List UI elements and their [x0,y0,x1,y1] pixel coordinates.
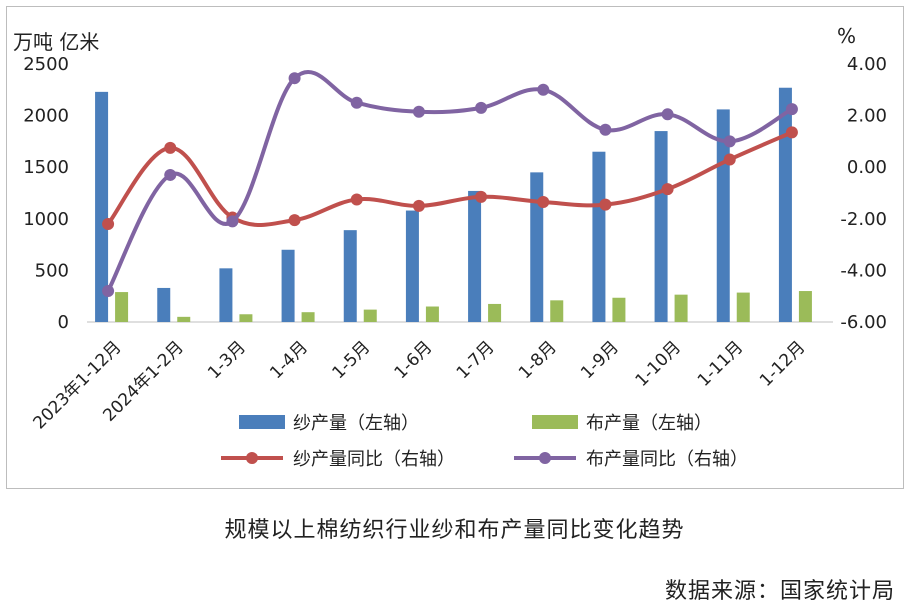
left-tick-label: 1500 [23,157,69,178]
x-tick-label: 1-5月 [328,337,374,383]
yarn-yoy-point [475,190,488,203]
yarn-bar [530,172,544,322]
yarn-bar [778,87,792,323]
yarn-yoy-point [288,214,301,227]
cloth-yoy-point [599,123,612,136]
right-axis-unit: % [837,24,856,48]
legend-cloth-output-swatch [532,415,578,429]
yarn-bar [281,249,295,322]
legend-yarn-output-label: 纱产量（左轴） [293,413,419,434]
cloth-bar [550,300,564,322]
chart-title: 规模以上棉纺织行业纱和布产量同比变化趋势 [224,518,685,543]
left-axis-unit: 万吨 亿米 [13,30,99,54]
cloth-yoy-point [350,96,363,109]
cloth-yoy-point [723,135,736,148]
legend-layer: 纱产量（左轴） 布产量（左轴） 纱产量同比（右轴） 布产量同比（右轴） [221,413,748,470]
yarn-yoy-point [785,126,798,139]
legend-cloth-yoy-marker [539,452,551,464]
cloth-yoy-point [661,108,674,121]
legend-cloth-yoy-label: 布产量同比（右轴） [586,449,748,470]
right-tick-label: -4.00 [840,260,887,281]
x-tick-label: 1-7月 [453,337,499,383]
yarn-bar [468,190,482,322]
legend-yarn-output: 纱产量（左轴） [239,413,419,434]
right-tick-label: -6.00 [840,312,887,333]
cloth-bar [239,314,253,322]
cloth-bar [363,309,377,322]
lines-layer [102,69,798,298]
cloth-bar [301,312,315,322]
yarn-bar [405,210,419,322]
yarn-yoy-point [412,199,425,212]
left-tick-label: 2500 [23,54,69,75]
yarn-bar [157,287,171,322]
yarn-yoy-point [164,141,177,154]
legend-yarn-output-swatch [239,415,285,429]
legend-yarn-yoy: 纱产量同比（右轴） [221,449,455,470]
yarn-yoy-point [723,153,736,166]
yarn-yoy-point [661,183,674,196]
cloth-yoy-point [288,72,301,85]
yarn-bar [654,131,668,322]
chart-frame: 万吨 亿米% 0 500 1000 1500 2000 2500 -6.00 -4.00 -2.0… [6,6,904,489]
cloth-bar [425,306,439,322]
legend-cloth-output-label: 布产量（左轴） [586,413,712,434]
right-tick-label: -2.00 [840,209,887,230]
cloth-bar [736,292,750,322]
x-tick-label: 1-9月 [577,337,623,383]
yarn-bar [219,268,233,322]
cloth-yoy-point [164,168,177,181]
right-tick-label: 2.00 [847,106,887,127]
left-tick-label: 0 [58,312,69,333]
cloth-yoy-point [785,103,798,116]
x-tick-label: 1-4月 [266,337,312,383]
yarn-bar [592,151,606,322]
legend-cloth-output: 布产量（左轴） [532,413,712,434]
left-tick-label: 500 [35,260,69,281]
x-tick-label: 1-6月 [391,337,437,383]
cloth-yoy-point [412,105,425,118]
cloth-yoy-point [475,101,488,114]
legend-cloth-yoy: 布产量同比（右轴） [514,449,748,470]
x-tick-label: 1-8月 [515,337,561,383]
data-source: 数据来源：国家统计局 [664,579,895,604]
yarn-yoy-point [599,198,612,211]
yarn-bar [343,230,357,322]
right-tick-label: 0.00 [847,157,887,178]
x-tick-label: 1-12月 [756,337,809,390]
cloth-bar [798,291,812,322]
cloth-yoy-point [102,285,115,298]
cloth-bar [115,292,129,322]
yarn-yoy-point [350,193,363,206]
left-tick-label: 2000 [23,106,69,127]
x-tick-label: 1-10月 [632,337,685,390]
yarn-yoy-point [102,217,115,230]
legend-yarn-yoy-marker [246,452,258,464]
cloth-yoy-point [226,215,239,228]
x-tick-label: 1-3月 [204,337,250,383]
x-tick-label: 1-11月 [694,337,747,390]
yarn-yoy-point [537,196,550,209]
left-tick-label: 1000 [23,209,69,230]
legend-yarn-yoy-label: 纱产量同比（右轴） [293,449,455,470]
axes-layer: 万吨 亿米 % 0 500 1000 1500 2000 2500 -6.00 -4.00 -2.0… [13,24,887,433]
cloth-bar [177,316,191,322]
yarn-bar [95,91,109,322]
cloth-bar [674,294,688,322]
right-tick-label: 4.00 [847,54,887,75]
chart-svg: 万吨 亿米 % 0 500 1000 1500 2000 2500 -6.00 -4.00 -2.0… [13,24,887,470]
cloth-bar [488,303,502,322]
cloth-bar [612,297,626,322]
cloth-yoy-point [537,83,550,96]
